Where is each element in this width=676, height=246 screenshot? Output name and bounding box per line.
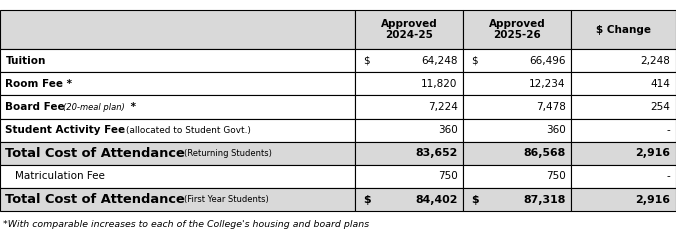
Text: 2,248: 2,248 [641, 56, 671, 66]
Text: *: * [127, 102, 136, 112]
Bar [463, 119, 571, 142]
Text: Student Activity Fee: Student Activity Fee [5, 125, 129, 135]
Text: 83,652: 83,652 [415, 148, 458, 158]
Text: (First Year Students): (First Year Students) [185, 195, 269, 204]
Bar [463, 49, 571, 72]
Bar [355, 142, 463, 165]
Text: -: - [667, 171, 671, 181]
Text: Total Cost of Attendance: Total Cost of Attendance [5, 147, 190, 160]
Text: 750: 750 [438, 171, 458, 181]
Text: Approved
2025-26: Approved 2025-26 [489, 19, 546, 40]
Bar [0, 49, 355, 72]
Text: $: $ [471, 195, 479, 204]
Text: (allocated to Student Govt.): (allocated to Student Govt.) [126, 126, 251, 135]
Bar [0, 142, 355, 165]
Text: Tuition: Tuition [5, 56, 46, 66]
Text: 360: 360 [438, 125, 458, 135]
Text: 750: 750 [546, 171, 566, 181]
Bar [571, 165, 676, 188]
Bar [0, 10, 355, 49]
Text: $: $ [363, 195, 370, 204]
Bar [463, 72, 571, 95]
Bar [571, 188, 676, 211]
Text: 2,916: 2,916 [635, 148, 671, 158]
Text: 66,496: 66,496 [529, 56, 566, 66]
Bar [463, 165, 571, 188]
Bar [355, 119, 463, 142]
Text: 12,234: 12,234 [529, 79, 566, 89]
Bar [463, 10, 571, 49]
Text: Total Cost of Attendance: Total Cost of Attendance [5, 193, 190, 206]
Bar [571, 119, 676, 142]
Text: 7,224: 7,224 [428, 102, 458, 112]
Bar [571, 10, 676, 49]
Bar [571, 49, 676, 72]
Bar [463, 188, 571, 211]
Bar [571, 142, 676, 165]
Text: 64,248: 64,248 [421, 56, 458, 66]
Bar [355, 188, 463, 211]
Text: 360: 360 [546, 125, 566, 135]
Text: 7,478: 7,478 [536, 102, 566, 112]
Text: $ Change: $ Change [596, 25, 651, 34]
Bar [463, 95, 571, 119]
Text: $: $ [471, 56, 478, 66]
Text: -: - [667, 125, 671, 135]
Bar [571, 95, 676, 119]
Text: 2,916: 2,916 [635, 195, 671, 204]
Text: 11,820: 11,820 [421, 79, 458, 89]
Text: 87,318: 87,318 [523, 195, 566, 204]
Text: 84,402: 84,402 [415, 195, 458, 204]
Text: Board Fee: Board Fee [5, 102, 69, 112]
Bar [355, 165, 463, 188]
Text: (Returning Students): (Returning Students) [185, 149, 272, 158]
Text: 254: 254 [651, 102, 671, 112]
Bar [355, 49, 463, 72]
Bar [463, 142, 571, 165]
Text: Room Fee *: Room Fee * [5, 79, 72, 89]
Text: (20-meal plan): (20-meal plan) [63, 103, 124, 111]
Text: Matriculation Fee: Matriculation Fee [15, 171, 105, 181]
Text: $: $ [363, 56, 370, 66]
Bar [0, 119, 355, 142]
Bar [0, 72, 355, 95]
Bar [0, 95, 355, 119]
Bar [355, 10, 463, 49]
Bar [0, 188, 355, 211]
Bar [355, 95, 463, 119]
Bar [571, 72, 676, 95]
Text: Approved
2024-25: Approved 2024-25 [381, 19, 437, 40]
Text: 414: 414 [651, 79, 671, 89]
Text: *With comparable increases to each of the College's housing and board plans: *With comparable increases to each of th… [3, 220, 369, 229]
Bar [0, 165, 355, 188]
Bar [355, 72, 463, 95]
Text: 86,568: 86,568 [523, 148, 566, 158]
